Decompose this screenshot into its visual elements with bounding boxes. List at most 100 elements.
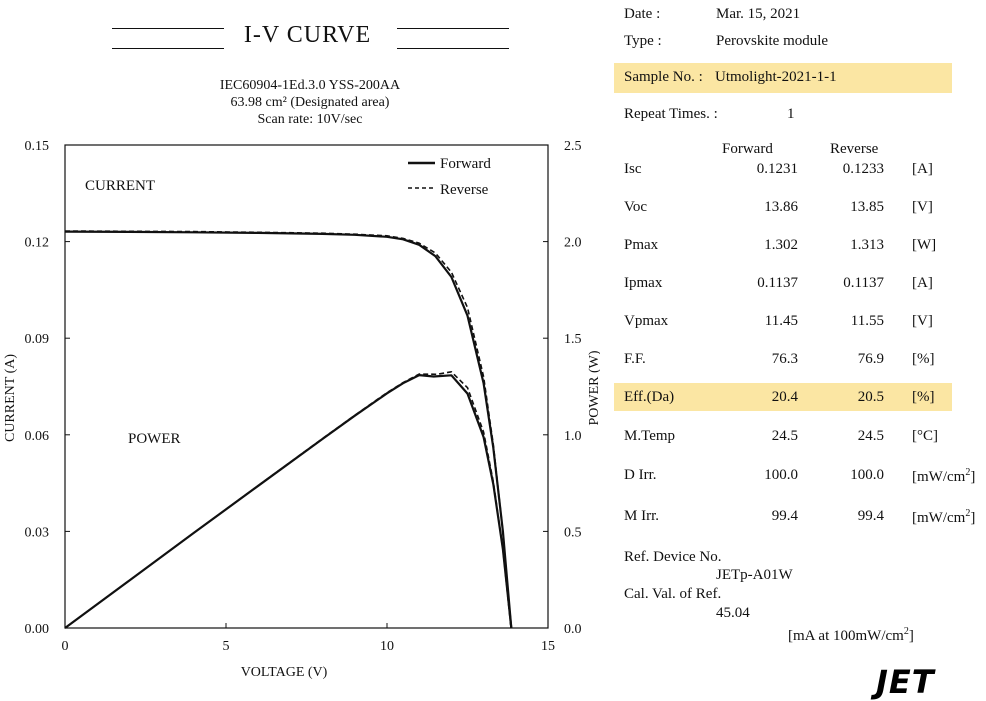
param-row: M Irr. 99.4 99.4 [mW/cm2]: [614, 508, 984, 532]
series-reverse-power: [64, 371, 512, 629]
repeat-label: Repeat Times. :: [624, 106, 718, 122]
legend-reverse-label: Reverse: [440, 182, 489, 198]
param-name: M Irr.: [624, 508, 659, 524]
param-name: M.Temp: [624, 428, 676, 444]
param-forward: 20.4: [771, 389, 798, 405]
cal-unit-text: [mA at 100mW/cm: [788, 628, 904, 644]
area-text: 63.98 cm² (Designated area): [230, 95, 390, 110]
cal-label: Cal. Val. of Ref.: [624, 586, 722, 602]
param-reverse: 1.313: [850, 237, 884, 253]
param-row: F.F. 76.3 76.9 [%]: [614, 351, 984, 375]
x-tick-label: 5: [223, 639, 230, 654]
repeat-value: 1: [787, 106, 795, 122]
cal-unit-sup: 2: [903, 626, 909, 637]
title-rule-left: [112, 28, 224, 29]
param-unit: [A]: [912, 161, 933, 177]
x-tick-label: 0: [62, 639, 69, 654]
param-reverse: 13.85: [850, 199, 884, 215]
param-name: Eff.(Da): [624, 389, 675, 405]
axis-ticks: 0 5 10 15 0.00 0.03 0.06 0.09 0.12 0.15 0.0 0.5 1.0 1…: [25, 139, 582, 654]
series-forward-power: [64, 374, 513, 629]
iv-chart: 0 5 10 15 0.00 0.03 0.06 0.09 0.12 0.15 0.0 0.5 1.0 1…: [3, 139, 600, 680]
y-right-tick-label: 2.0: [564, 236, 582, 251]
legend-forward-label: Forward: [440, 156, 491, 172]
x-tick-label: 10: [380, 639, 394, 654]
param-row: Isc 0.1231 0.1233 [A]: [614, 161, 984, 185]
y-left-tick-label: 0.03: [25, 525, 50, 540]
standard-text: IEC60904-1Ed.3.0 YSS-200AA: [219, 78, 401, 93]
param-row: Voc 13.86 13.85 [V]: [614, 199, 984, 223]
x-tick-label: 15: [541, 639, 555, 654]
sample-row: [614, 63, 952, 93]
param-reverse: 0.1233: [842, 161, 884, 177]
jet-logo: JET: [876, 663, 935, 701]
y-left-tick-label: 0.06: [25, 429, 50, 444]
type-label: Type :: [624, 33, 662, 49]
param-name: Ipmax: [624, 275, 663, 291]
chart-title: I-V CURVE: [243, 22, 372, 48]
param-unit: [V]: [912, 313, 933, 329]
cal-unit: [mA at 100mW/cm2]: [788, 626, 914, 645]
param-row: M.Temp 24.5 24.5 [°C]: [614, 428, 984, 452]
param-unit: [%]: [912, 351, 935, 367]
param-forward: 0.1137: [757, 275, 798, 291]
param-unit: [mW/cm: [912, 510, 966, 526]
cal-unit-close: ]: [908, 628, 914, 644]
param-reverse: 11.55: [850, 313, 884, 329]
series-reverse-current: [64, 230, 512, 629]
param-name: Voc: [624, 199, 648, 215]
annotation-power: POWER: [128, 431, 181, 447]
title-rule-left-2: [112, 48, 224, 49]
title-rule-right: [397, 28, 509, 29]
annotation-current: CURRENT: [85, 178, 155, 194]
param-forward: 11.45: [764, 313, 798, 329]
param-reverse: 24.5: [857, 428, 884, 444]
cal-value: 45.04: [716, 605, 750, 621]
param-reverse: 76.9: [857, 351, 884, 367]
param-unit-sup: 2: [965, 467, 971, 478]
param-row: Vpmax 11.45 11.55 [V]: [614, 313, 984, 337]
ref-device-value: JETp-A01W: [716, 567, 793, 583]
param-name: D Irr.: [624, 467, 657, 483]
series-group: [64, 230, 513, 629]
y-left-tick-label: 0.15: [25, 139, 50, 154]
param-unit-wrap: [mW/cm2]: [912, 508, 975, 527]
param-unit: [W]: [912, 237, 937, 253]
param-unit-wrap: [mW/cm2]: [912, 467, 975, 486]
sample-label: Sample No. :: [624, 69, 703, 85]
param-name: Isc: [624, 161, 642, 177]
y-right-tick-label: 2.5: [564, 139, 582, 154]
param-forward: 1.302: [764, 237, 798, 253]
param-row: D Irr. 100.0 100.0 [mW/cm2]: [614, 467, 984, 491]
type-value: Perovskite module: [716, 33, 829, 49]
eff-row-highlight: [614, 383, 952, 411]
y-axis-left-label: CURRENT (A): [3, 354, 18, 442]
param-forward: 24.5: [771, 428, 798, 444]
plot-frame: [64, 144, 549, 629]
param-forward: 13.86: [764, 199, 798, 215]
param-row: Eff.(Da) 20.4 20.5 [%]: [614, 389, 984, 413]
param-unit: [mW/cm: [912, 469, 966, 485]
param-forward: 99.4: [771, 508, 798, 524]
param-name: Vpmax: [624, 313, 669, 329]
y-left-tick-label: 0.00: [25, 622, 50, 637]
param-reverse: 99.4: [857, 508, 884, 524]
date-value: Mar. 15, 2021: [716, 6, 801, 22]
param-unit-sup: 2: [965, 508, 971, 519]
y-right-tick-label: 1.0: [564, 429, 582, 444]
param-reverse: 20.5: [857, 389, 884, 405]
param-forward: 76.3: [771, 351, 798, 367]
param-unit: [A]: [912, 275, 933, 291]
y-left-tick-label: 0.09: [25, 332, 50, 347]
param-row: Pmax 1.302 1.313 [W]: [614, 237, 984, 261]
param-unit-close: ]: [970, 469, 976, 485]
param-unit: [%]: [912, 389, 935, 405]
param-forward: 0.1231: [756, 161, 798, 177]
y-right-tick-label: 0.5: [564, 525, 582, 540]
x-axis-label: VOLTAGE (V): [241, 665, 328, 680]
param-name: F.F.: [624, 351, 646, 367]
y-axis-right-label: POWER (W): [587, 350, 600, 425]
y-right-tick-label: 0.0: [564, 622, 582, 637]
y-right-tick-label: 1.5: [564, 332, 582, 347]
col-header-forward: Forward: [722, 141, 773, 157]
